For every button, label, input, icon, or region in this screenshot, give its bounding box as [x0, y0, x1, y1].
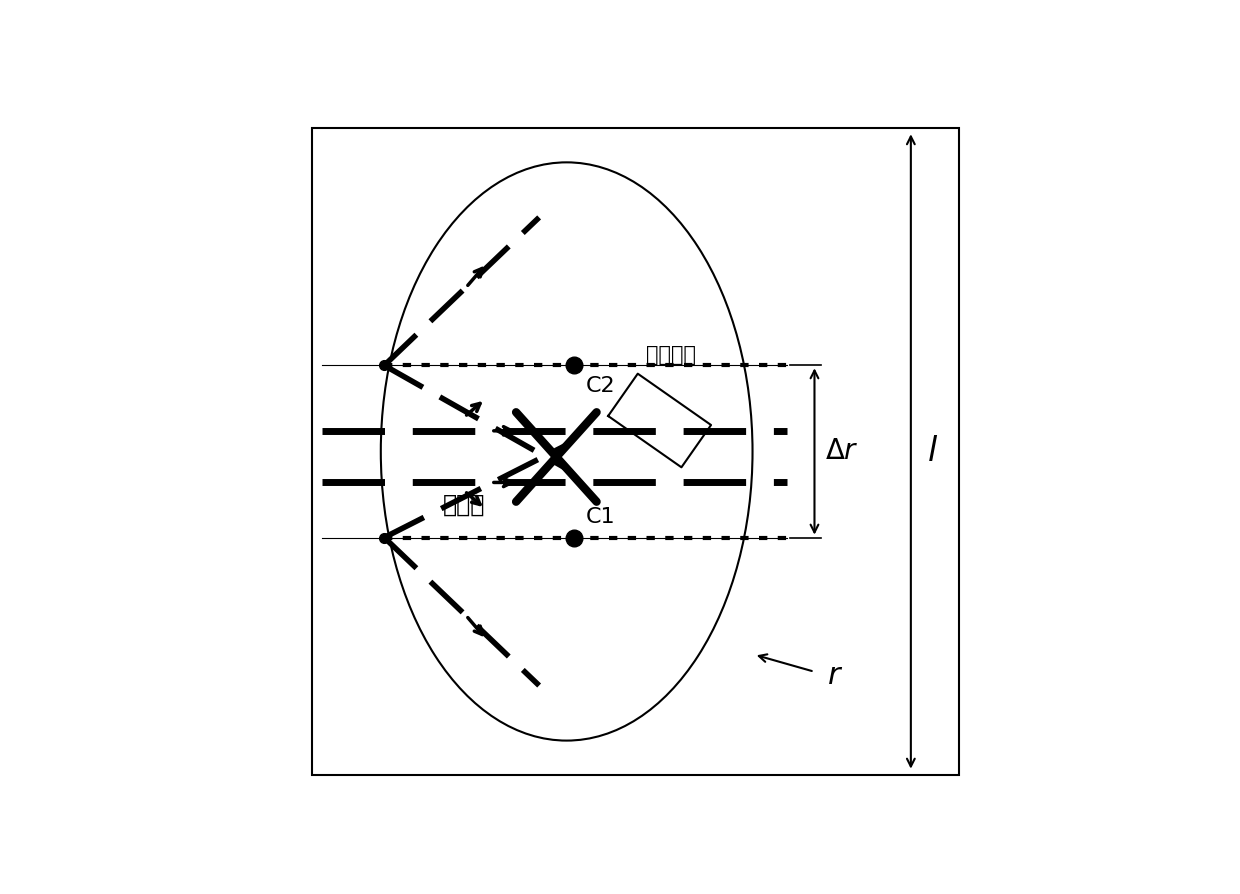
- Text: C1: C1: [587, 507, 615, 527]
- Text: 反射光: 反射光: [443, 493, 485, 517]
- Text: r: r: [828, 661, 841, 689]
- Text: l: l: [928, 435, 937, 468]
- Text: C2: C2: [587, 375, 615, 396]
- Text: $\Delta r$: $\Delta r$: [825, 437, 858, 466]
- Text: 被测相机: 被测相机: [646, 345, 696, 365]
